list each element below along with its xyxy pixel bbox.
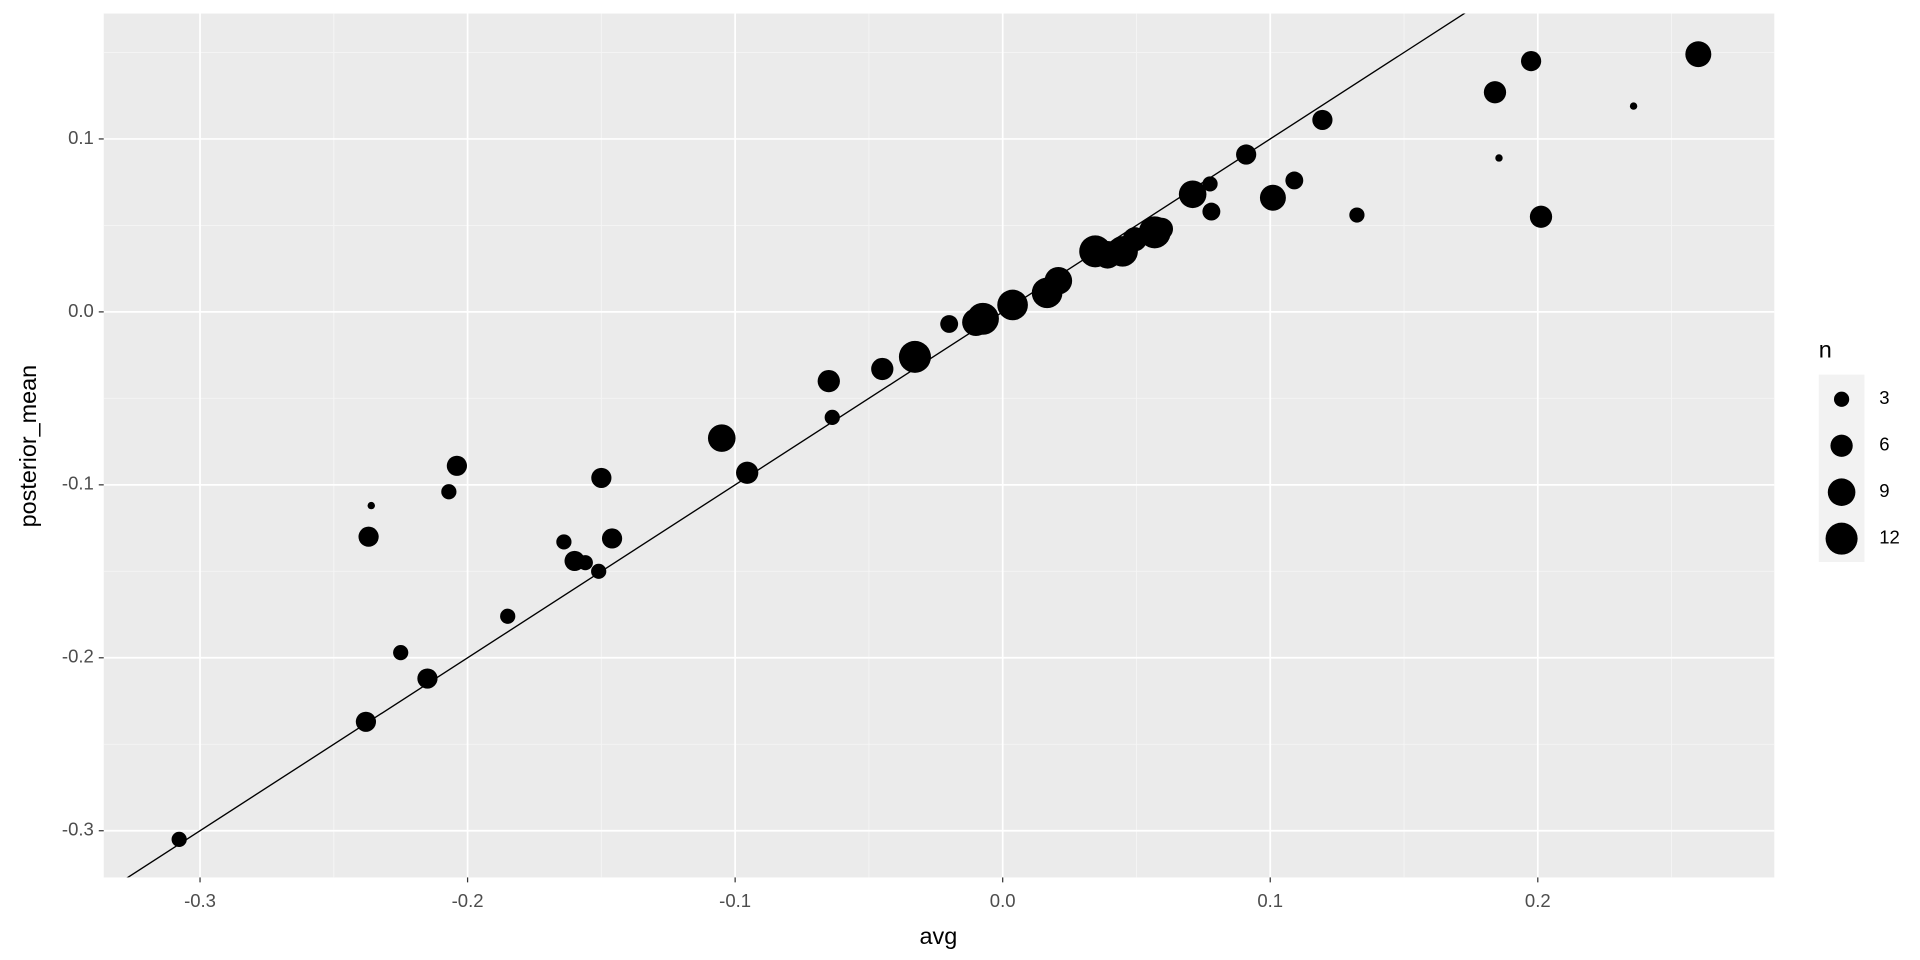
- y-tick-label: 0.0: [68, 300, 94, 321]
- point: [355, 711, 377, 732]
- point: [1529, 205, 1553, 228]
- point: [707, 424, 736, 452]
- point: [1178, 180, 1207, 209]
- point: [871, 357, 894, 381]
- x-tick-label: -0.3: [184, 890, 216, 911]
- point: [1285, 171, 1304, 190]
- legend-label: 12: [1879, 527, 1900, 548]
- point: [1520, 51, 1542, 72]
- point: [591, 467, 612, 489]
- point: [1259, 184, 1286, 211]
- point: [1629, 102, 1638, 110]
- point: [997, 289, 1028, 321]
- marks: [126, 13, 1712, 878]
- legend-title: n: [1819, 336, 1832, 362]
- point: [1685, 41, 1712, 68]
- point: [1349, 207, 1365, 223]
- x-axis-title: avg: [919, 923, 957, 949]
- legend-key: [1833, 391, 1850, 407]
- point: [393, 645, 409, 661]
- point: [417, 668, 438, 689]
- point: [940, 315, 959, 333]
- point: [367, 501, 375, 510]
- x-tick-label: 0.2: [1525, 890, 1551, 911]
- reference-line: [126, 13, 1466, 878]
- x-tick-label: -0.2: [452, 890, 484, 911]
- point: [577, 555, 593, 571]
- point: [441, 484, 457, 500]
- point: [736, 461, 759, 484]
- point: [824, 409, 840, 425]
- legend-key: [1825, 522, 1858, 555]
- point: [1312, 109, 1333, 131]
- legend-label: 3: [1879, 387, 1889, 408]
- point: [966, 302, 999, 335]
- y-tick-label: -0.2: [62, 646, 94, 667]
- point: [500, 608, 516, 624]
- axes: -0.3 -0.2 -0.1 0.0 0.1 0.2 -0.3 -0.2 -0.1 0.0 0.1: [62, 127, 1551, 911]
- grid: [103, 13, 1775, 878]
- point: [1483, 81, 1507, 104]
- point: [556, 534, 572, 550]
- legend: n 3 6 9 12: [1819, 336, 1900, 562]
- point: [446, 455, 467, 476]
- legend-label: 9: [1879, 480, 1889, 501]
- point: [817, 369, 840, 393]
- point: [1202, 176, 1218, 192]
- point: [171, 831, 187, 847]
- point: [1236, 144, 1257, 165]
- legend-label: 6: [1879, 434, 1889, 455]
- point: [601, 528, 623, 549]
- y-tick-label: -0.3: [62, 819, 94, 840]
- y-tick-label: -0.1: [62, 473, 94, 494]
- x-tick-label: 0.0: [990, 890, 1016, 911]
- point: [591, 563, 607, 579]
- legend-key: [1827, 478, 1856, 506]
- point: [358, 526, 379, 547]
- point: [1495, 154, 1503, 162]
- point: [898, 340, 931, 373]
- point: [1044, 266, 1073, 295]
- plot-panel: [103, 13, 1775, 878]
- point: [1202, 202, 1221, 221]
- y-axis-title: posterior_mean: [15, 365, 41, 528]
- x-tick-label: 0.1: [1257, 890, 1283, 911]
- legend-key: [1830, 434, 1853, 457]
- x-tick-label: -0.1: [719, 890, 751, 911]
- point: [1150, 217, 1174, 241]
- y-tick-label: 0.1: [68, 127, 94, 148]
